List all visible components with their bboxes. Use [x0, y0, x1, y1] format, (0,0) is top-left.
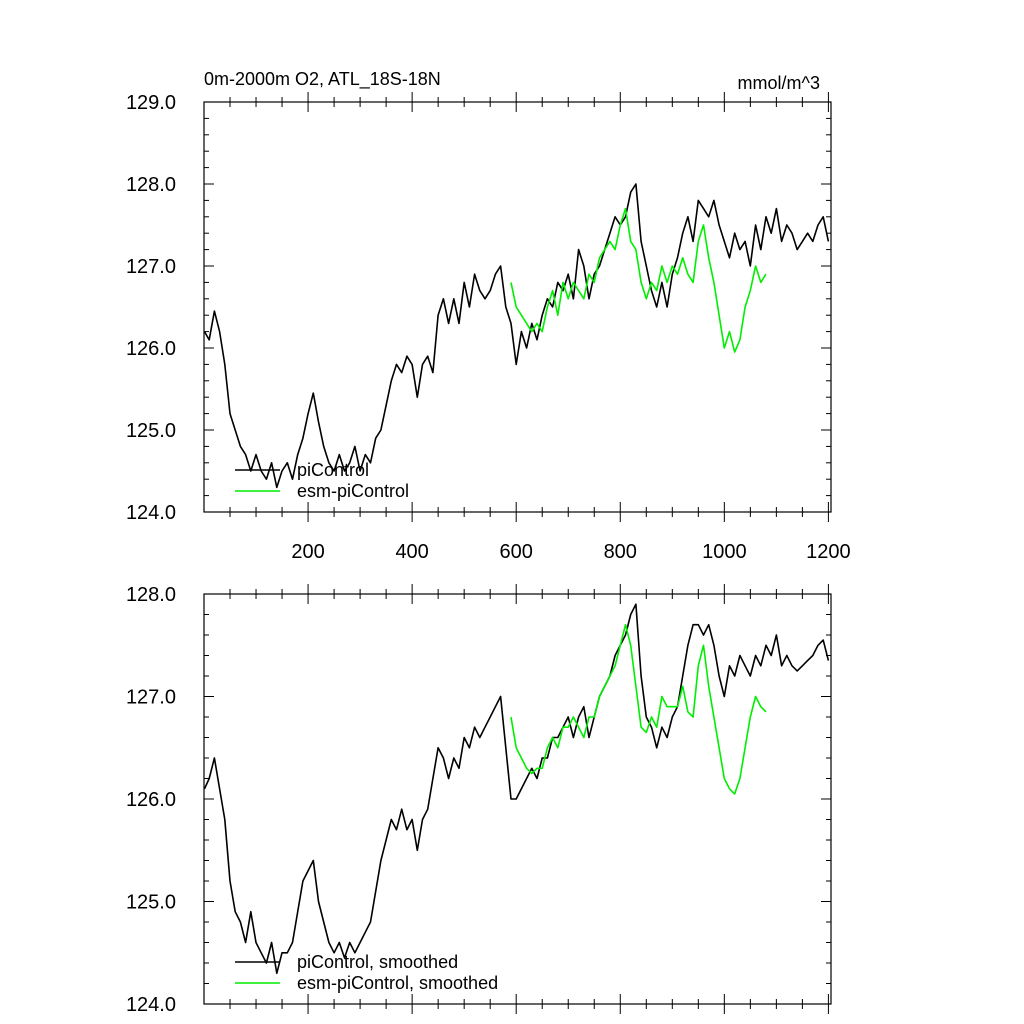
legend-label-picontrol-smoothed: piControl, smoothed: [297, 952, 458, 972]
legend-label-esm-picontrol: esm-piControl: [297, 481, 409, 501]
units-label: mmol/m^3: [738, 73, 820, 93]
x-tick-label: 200: [291, 541, 324, 563]
y-tick-label: 129.0: [126, 92, 176, 114]
x-tick-label: 1000: [702, 541, 747, 563]
y-tick-label: 125.0: [126, 892, 176, 914]
y-tick-label: 124.0: [126, 502, 176, 524]
y-tick-label: 128.0: [126, 584, 176, 606]
series-line-esm-picontrol: [510, 207, 767, 353]
y-tick-label: 125.0: [126, 420, 176, 442]
legend-label-picontrol: piControl: [297, 460, 369, 480]
bottom-series-group: [203, 603, 830, 975]
bottom-axes: 124.0 125.0 126.0 127.0 128.0: [126, 584, 831, 1016]
bottom-panel: 124.0 125.0 126.0 127.0 128.0 piControl, smo…: [126, 584, 832, 1016]
bottom-legend: piControl, smoothed esm-piControl, smoot…: [235, 952, 498, 993]
y-tick-label: 126.0: [126, 338, 176, 360]
chart-title: 0m-2000m O2, ATL_18S-18N: [204, 69, 441, 90]
x-tick-label: 800: [604, 541, 637, 563]
top-panel: 0m-2000m O2, ATL_18S-18N mmol/m^3 124.01…: [126, 69, 851, 563]
series-line-esm-picontrol: [510, 623, 767, 795]
top-axes: 124.0 125.0 126.0 127.0 128.0 129.0 200 400 600 8…: [126, 92, 851, 563]
bottom-plot-frame: [203, 593, 832, 1005]
x-tick-label: 1200: [806, 541, 851, 563]
y-tick-label: 124.0: [126, 994, 176, 1016]
series-line-picontrol: [203, 603, 830, 975]
legend-label-esm-picontrol-smoothed: esm-piControl, smoothed: [297, 973, 498, 993]
x-tick-label: 400: [395, 541, 428, 563]
y-tick-label: 127.0: [126, 256, 176, 278]
x-tick-label: 600: [500, 541, 533, 563]
y-tick-label: 126.0: [126, 789, 176, 811]
top-plot-frame: [203, 101, 832, 513]
series-line-picontrol: [203, 183, 830, 489]
y-tick-label: 127.0: [126, 687, 176, 709]
top-series-group: [203, 183, 830, 489]
top-legend: piControl esm-piControl: [235, 460, 409, 501]
y-tick-label: 128.0: [126, 174, 176, 196]
